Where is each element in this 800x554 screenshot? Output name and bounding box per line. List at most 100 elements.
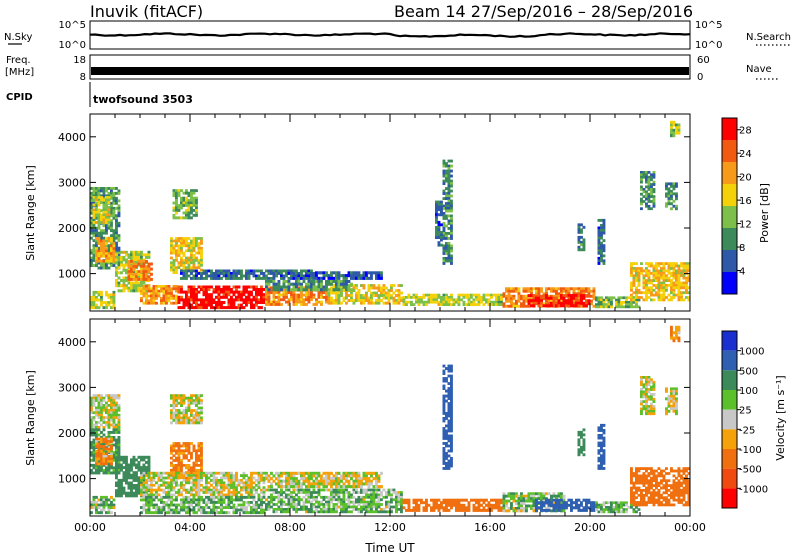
heatmap-cell [442, 227, 446, 230]
heatmap-cell [180, 306, 183, 310]
heatmap-cell [195, 244, 198, 248]
heatmap-cell [177, 474, 181, 477]
heatmap-cell [165, 495, 168, 499]
heatmap-cell [135, 277, 138, 281]
heatmap-cell [172, 261, 176, 265]
heatmap-cell [650, 183, 653, 186]
heatmap-cell [105, 442, 108, 446]
heatmap-cell [340, 477, 343, 481]
heatmap-cell [347, 482, 351, 486]
heatmap-cell [177, 491, 181, 494]
heatmap-cell [552, 287, 556, 291]
heatmap-cell [90, 206, 93, 210]
heatmap-cell [100, 249, 103, 253]
heatmap-cell [282, 500, 286, 504]
heatmap-cell [460, 293, 463, 297]
heatmap-cell [602, 303, 606, 306]
heatmap-cell [150, 498, 153, 502]
heatmap-cell [185, 211, 188, 215]
heatmap-cell [225, 293, 228, 297]
heatmap-cell [172, 508, 176, 512]
heatmap-cell [192, 288, 196, 291]
heatmap-cell [207, 498, 211, 502]
heatmap-cell [200, 416, 203, 420]
heatmap-cell [115, 476, 118, 480]
heatmap-cell [200, 394, 203, 398]
heatmap-cell [260, 298, 263, 302]
heatmap-cell [277, 293, 281, 297]
heatmap-cell [547, 294, 551, 298]
heatmap-cell [95, 457, 98, 461]
heatmap-cell [202, 298, 206, 302]
heatmap-cell [230, 495, 233, 499]
heatmap-cell [260, 495, 263, 499]
heatmap-cell [280, 303, 283, 306]
heatmap-cell [277, 482, 281, 486]
heatmap-cell [212, 488, 216, 492]
heatmap-cell [532, 296, 536, 300]
heatmap-cell [307, 280, 311, 284]
heatmap-cell [302, 303, 306, 306]
heatmap-cell [447, 303, 451, 306]
heatmap-cell [300, 477, 303, 481]
heatmap-cell [442, 174, 446, 178]
heatmap-cell [215, 295, 218, 299]
heatmap-cell [450, 296, 453, 299]
heatmap-cell [397, 284, 401, 287]
heatmap-cell [150, 297, 153, 300]
heatmap-cell [197, 471, 201, 475]
heatmap-cell [315, 276, 318, 280]
heatmap-cell [652, 173, 656, 177]
heatmap-cell [312, 303, 316, 306]
heatmap-cell [652, 190, 656, 194]
heatmap-cell [147, 506, 151, 509]
heatmap-cell [435, 205, 438, 209]
heatmap-cell [315, 274, 318, 278]
heatmap-cell [647, 200, 651, 203]
heatmap-cell [447, 249, 451, 253]
heatmap-cell [292, 479, 296, 483]
heatmap-cell [190, 414, 193, 417]
heatmap-cell [627, 301, 631, 304]
heatmap-cell [90, 401, 93, 405]
heatmap-cell [270, 269, 273, 273]
heatmap-cell [192, 201, 196, 205]
heatmap-cell [662, 262, 666, 265]
heatmap-cell [472, 300, 476, 304]
heatmap-cell [135, 289, 138, 293]
heatmap-region [170, 394, 203, 425]
heatmap-cell [290, 272, 293, 275]
heatmap-cell [175, 297, 178, 300]
heatmap-cell [682, 298, 686, 302]
heatmap-cell [140, 250, 143, 254]
heatmap-cell [137, 253, 141, 257]
heatmap-cell [185, 444, 188, 448]
heatmap-cell [90, 463, 93, 467]
heatmap-cell [185, 239, 188, 243]
heatmap-cell [145, 297, 148, 300]
heatmap-cell [152, 511, 156, 515]
heatmap-cell [110, 261, 113, 265]
heatmap-cell [627, 296, 631, 300]
heatmap-cell [125, 494, 128, 498]
heatmap-cell [352, 289, 356, 292]
heatmap-cell [647, 286, 651, 290]
heatmap-cell [117, 469, 121, 472]
heatmap-cell [105, 264, 108, 267]
heatmap-cell [652, 288, 656, 292]
heatmap-cell [677, 126, 681, 130]
heatmap-cell [170, 266, 173, 270]
heatmap-cell [247, 269, 251, 273]
heatmap-cell [367, 471, 371, 475]
heatmap-cell [287, 471, 291, 475]
heatmap-cell [202, 491, 206, 494]
heatmap-cell [95, 426, 98, 429]
heatmap-cell [205, 511, 208, 515]
heatmap-cell [347, 271, 351, 275]
heatmap-cell [155, 285, 158, 288]
heatmap-cell [102, 229, 106, 233]
heatmap-cell [222, 495, 226, 499]
heatmap-cell [420, 300, 423, 304]
heatmap-cell [445, 194, 448, 198]
heatmap-cell [175, 189, 178, 193]
